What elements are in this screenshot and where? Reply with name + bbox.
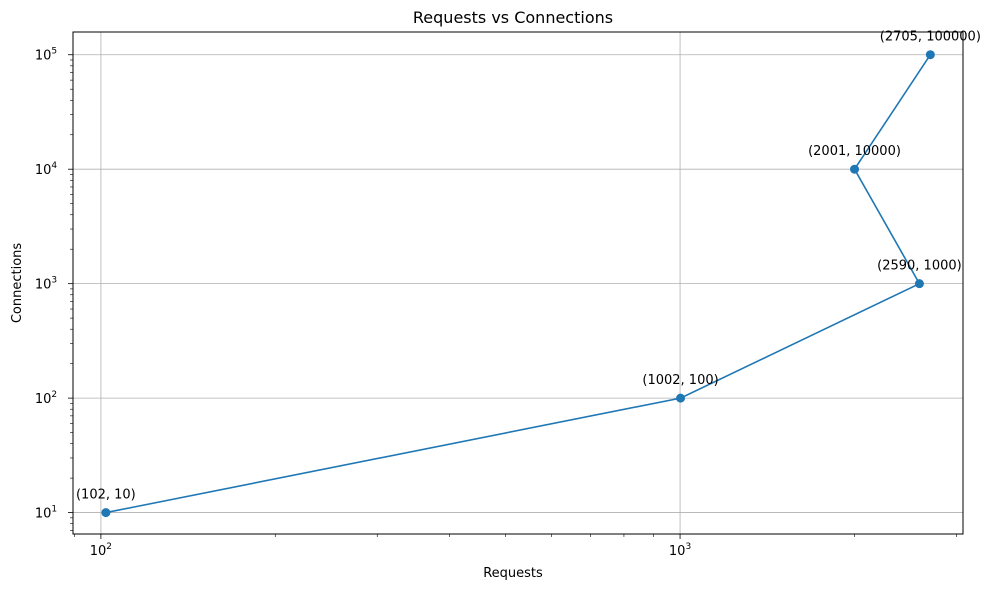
y-tick-label: 103: [35, 276, 57, 293]
ticks: 102 103 101 102 103 104 105: [35, 47, 691, 559]
grid: [73, 32, 963, 534]
data-label: (102, 10): [76, 488, 136, 503]
chart-title: Requests vs Connections: [413, 8, 613, 27]
data-label: (2001, 10000): [808, 144, 901, 159]
y-tick-label: 101: [35, 505, 57, 522]
plot-frame: [72, 31, 964, 535]
data-point: [676, 393, 686, 403]
data-point: [925, 50, 935, 60]
data-label: (1002, 100): [642, 373, 718, 388]
data-label: (2590, 1000): [877, 259, 962, 274]
y-tick-label: 105: [35, 47, 57, 64]
x-tick-label: 103: [669, 542, 691, 559]
series: [101, 50, 935, 518]
x-tick-label: 102: [90, 542, 112, 559]
x-axis-label: Requests: [483, 566, 543, 581]
y-tick-label: 104: [35, 161, 58, 178]
y-tick-label: 102: [35, 390, 57, 407]
annotations: (102, 10) (1002, 100) (2590, 1000) (2001, 1…: [76, 30, 981, 503]
data-point: [850, 164, 860, 174]
data-point: [101, 508, 111, 518]
y-axis-label: Connections: [10, 243, 25, 324]
data-point: [914, 279, 924, 289]
data-label: (2705, 100000): [880, 30, 981, 45]
